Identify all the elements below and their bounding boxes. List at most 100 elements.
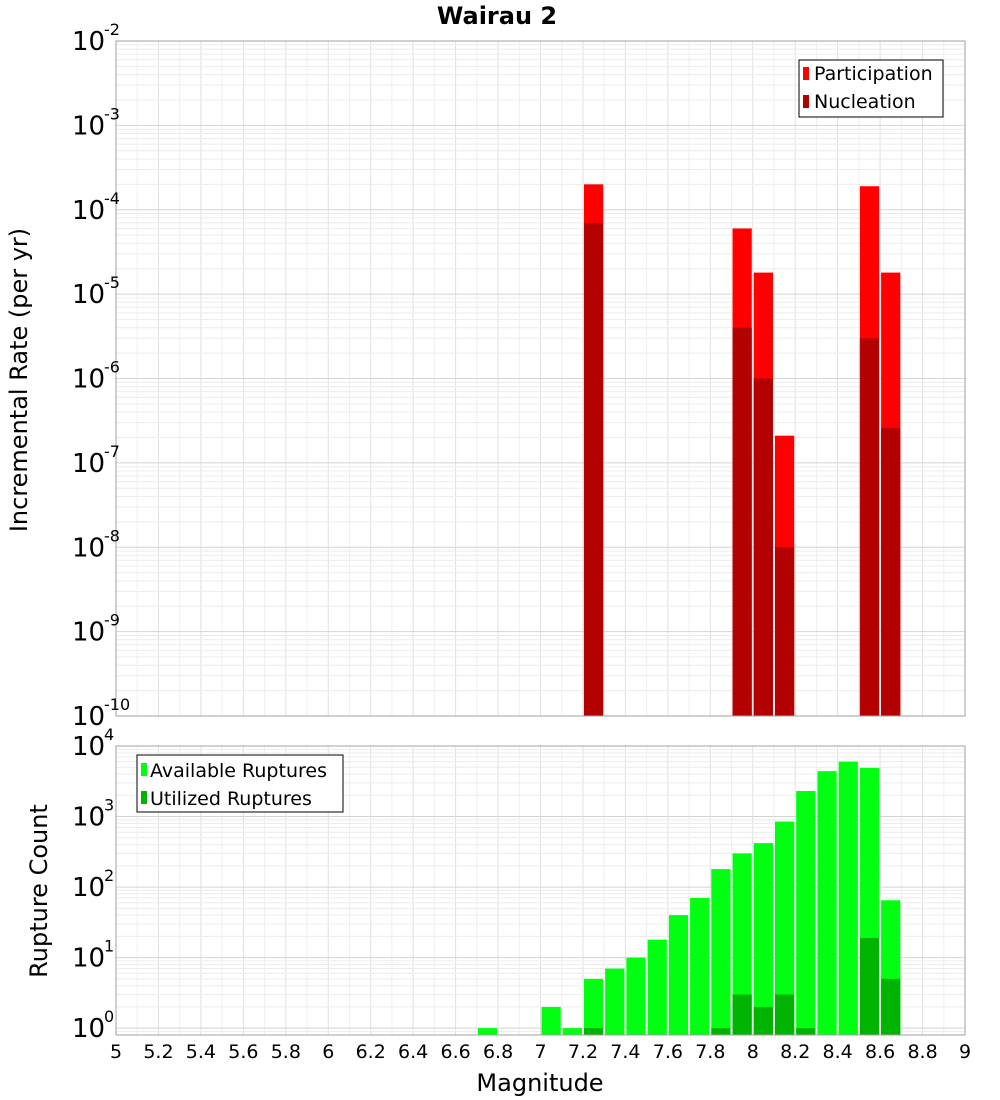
chart-title: Wairau 2	[437, 2, 557, 30]
x-tick-label: 5.6	[228, 1041, 258, 1063]
y-tick-label: 10	[72, 1014, 105, 1044]
bar-utilized-ruptures	[796, 1028, 816, 1035]
legend-label-participation: Participation	[814, 63, 933, 85]
bar-utilized-ruptures	[711, 1028, 731, 1035]
count-bars	[477, 761, 901, 1035]
rate-legend: Participation Nucleation	[798, 59, 944, 118]
bar-available-ruptures	[711, 869, 731, 1035]
y-tick-label: 10	[72, 702, 105, 732]
x-tick-label: 6.8	[483, 1041, 513, 1063]
bar-available-ruptures	[774, 821, 795, 1035]
bar-available-ruptures	[838, 761, 858, 1035]
bar-available-ruptures	[796, 791, 816, 1035]
x-tick-label: 8.4	[823, 1041, 853, 1063]
x-ticks: 5 5.2 5.4 5.6 5.8 6 6.2 6.4 6.6 6.8 7 7.2 7.4 7.6 7.8 8…	[110, 1041, 971, 1063]
x-tick-label: 5.4	[186, 1041, 216, 1063]
bar-available-ruptures	[753, 843, 773, 1035]
x-tick-label: 6	[322, 1041, 334, 1063]
x-tick-label: 7.8	[695, 1041, 725, 1063]
bar-utilized-ruptures	[732, 994, 752, 1035]
legend-label-available: Available Ruptures	[150, 760, 327, 782]
y-tick-label: 10	[72, 618, 105, 648]
x-axis-label: Magnitude	[476, 1069, 603, 1097]
legend-label-utilized: Utilized Ruptures	[150, 788, 312, 810]
bar-available-ruptures	[668, 915, 689, 1035]
bar-utilized-ruptures	[753, 1006, 773, 1035]
rate-plot-frame	[115, 40, 966, 717]
bar-available-ruptures	[562, 1028, 582, 1035]
x-tick-label: 5.8	[271, 1041, 301, 1063]
legend-swatch-participation	[803, 67, 809, 80]
bar-nucleation	[753, 378, 773, 716]
y-tick-exponent: -6	[104, 358, 120, 377]
bar-available-ruptures	[477, 1028, 498, 1035]
y-tick-exponent: -8	[104, 526, 120, 545]
x-tick-label: 8.2	[780, 1041, 810, 1063]
bar-nucleation	[774, 547, 795, 716]
rate-grid	[115, 41, 966, 717]
x-tick-label: 6.2	[356, 1041, 386, 1063]
bar-available-ruptures	[605, 968, 625, 1035]
bar-utilized-ruptures	[859, 937, 880, 1035]
x-tick-label: 9	[959, 1041, 971, 1063]
y-tick-exponent: 3	[104, 796, 114, 815]
bar-available-ruptures	[732, 853, 752, 1035]
bar-utilized-ruptures	[583, 1028, 604, 1035]
x-tick-label: 8.8	[907, 1041, 937, 1063]
bar-nucleation	[881, 427, 901, 716]
x-tick-label: 5.2	[143, 1041, 173, 1063]
legend-swatch-nucleation	[803, 95, 809, 108]
bar-nucleation	[732, 327, 752, 716]
rate-bars	[583, 184, 901, 717]
y-tick-exponent: -7	[104, 442, 120, 461]
bar-available-ruptures	[690, 898, 710, 1035]
legend-label-nucleation: Nucleation	[814, 91, 916, 113]
bar-available-ruptures	[583, 978, 604, 1035]
y-tick-label: 10	[72, 732, 105, 762]
y-tick-exponent: -4	[104, 189, 120, 208]
x-tick-label: 8	[747, 1041, 759, 1063]
bar-available-ruptures	[647, 939, 667, 1035]
x-tick-label: 5	[110, 1041, 122, 1063]
y-tick-label: 10	[72, 533, 105, 563]
y-tick-exponent: 2	[104, 866, 114, 885]
y-tick-label: 10	[72, 280, 105, 310]
y-tick-exponent: 0	[104, 1007, 114, 1026]
y-tick-exponent: 4	[104, 725, 114, 744]
y-tick-label: 10	[72, 944, 105, 974]
rate-y-axis-label: Incremental Rate (per yr)	[5, 228, 33, 532]
y-tick-label: 10	[72, 873, 105, 903]
legend-swatch-available	[141, 763, 147, 776]
y-tick-exponent: -5	[104, 273, 120, 292]
x-tick-label: 7	[534, 1041, 546, 1063]
bar-utilized-ruptures	[881, 978, 901, 1035]
bar-utilized-ruptures	[774, 994, 795, 1035]
bar-available-ruptures	[626, 957, 646, 1035]
count-legend: Available Ruptures Utilized Ruptures	[136, 754, 344, 813]
y-tick-exponent: -9	[104, 611, 120, 630]
y-tick-label: 10	[72, 196, 105, 226]
count-plot-frame	[115, 745, 966, 1036]
y-tick-label: 10	[72, 365, 105, 395]
legend-swatch-utilized	[141, 791, 147, 804]
y-tick-label: 10	[72, 27, 105, 57]
bar-available-ruptures	[817, 771, 837, 1035]
x-tick-label: 7.4	[610, 1041, 640, 1063]
bar-nucleation	[583, 222, 604, 716]
y-tick-exponent: -3	[104, 104, 120, 123]
x-tick-label: 6.4	[398, 1041, 428, 1063]
count-y-axis-label: Rupture Count	[25, 804, 53, 978]
y-tick-exponent: -2	[104, 20, 120, 39]
bar-nucleation	[859, 338, 880, 716]
y-tick-label: 10	[72, 803, 105, 833]
bar-available-ruptures	[541, 1006, 561, 1035]
y-tick-label: 10	[72, 111, 105, 141]
x-tick-label: 8.6	[865, 1041, 895, 1063]
y-tick-label: 10	[72, 449, 105, 479]
y-tick-exponent: 1	[104, 937, 114, 956]
